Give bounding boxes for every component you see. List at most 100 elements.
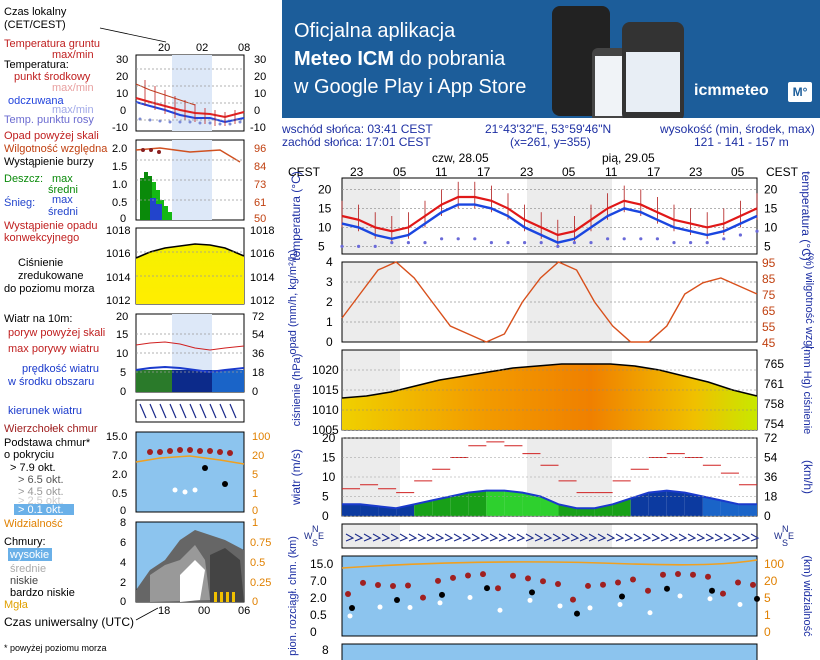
svg-text:N: N	[782, 524, 789, 534]
legend-temp-title: Temperatura:	[4, 59, 69, 71]
legend-temp-felt: odczuwana	[8, 95, 65, 107]
pres-tick-1018: 1018	[106, 225, 130, 237]
vis-tick-0: 0	[252, 505, 258, 517]
wind-speed-band	[630, 492, 649, 516]
legend-panel: Czas lokalny (CET/CEST) 20 02 08 30 20 1…	[4, 6, 274, 653]
cloud-top-point	[705, 573, 711, 580]
pressure-ytick-0: 1020	[312, 363, 339, 377]
wind-arrow	[507, 533, 517, 542]
cloud-top-point	[345, 591, 351, 597]
cloud-low-point	[557, 603, 563, 609]
svg-text:E: E	[318, 531, 324, 541]
cl-tick-0: 0	[120, 596, 126, 608]
cloud-ytick-2: 2.0	[310, 591, 327, 605]
cl-tick-r0: 0	[252, 596, 258, 608]
pressure-ytick-3: 1005	[312, 423, 339, 437]
cloud-top-point	[675, 571, 681, 578]
humidity-ytick-2: 75	[762, 288, 776, 302]
temp-axis-label-right: temperatura (°C)	[799, 171, 813, 261]
cloud-base-point	[754, 595, 760, 602]
legend-pressure-2: zredukowane	[18, 270, 83, 282]
temp-ytick-0: 20	[318, 182, 332, 196]
local-tick-08: 08	[238, 42, 250, 54]
dew-point	[672, 241, 676, 245]
sunset-text: zachód słońca: 17:01 CEST	[282, 135, 431, 149]
elevation-label: wysokość (min, środek, max)	[660, 122, 815, 136]
app-banner[interactable]: Oficjalna aplikacja Meteo ICM do pobrani…	[282, 0, 820, 118]
wind-arrow	[489, 533, 499, 542]
wind-direction-arrows	[345, 533, 760, 542]
wind-ytick-3: 5	[322, 490, 329, 504]
dew-point	[755, 229, 759, 233]
pres-tick-1016: 1016	[106, 248, 130, 260]
cl-tick-r075: 0.75	[250, 537, 271, 549]
dew-point	[473, 237, 477, 241]
pressure-line	[341, 363, 758, 399]
dew-point	[489, 241, 493, 245]
temp-ytick-r-2: 10	[764, 220, 778, 234]
wind-arrow	[417, 533, 427, 542]
legend-clouds: Chmury:	[4, 536, 46, 548]
wind-arrow	[678, 533, 688, 542]
precip-tick-0: 0	[120, 213, 126, 225]
cloud-top-point	[360, 579, 366, 586]
temp-tick-10: 10	[116, 88, 128, 100]
vis-ytick-0: 100	[764, 557, 784, 571]
dew-point	[390, 241, 394, 245]
legend-wind-speed-1: prędkość wiatru	[22, 363, 99, 375]
temp-ytick-1: 15	[318, 201, 332, 215]
legend-okt-01: > 0.1 okt.	[18, 504, 64, 516]
wind-arrow	[579, 533, 589, 542]
wind-speed-band	[522, 492, 541, 516]
precip-axis-label: opad (mm/h, kg/m²/h)	[287, 249, 299, 354]
wind-series	[342, 441, 757, 516]
legend-fog: Mgła	[4, 599, 29, 611]
wind-speed-band	[396, 504, 415, 516]
svg-text:N: N	[312, 524, 319, 534]
cloud-tick-2: 2.0	[112, 469, 127, 481]
wind-speed-band	[684, 492, 703, 516]
legend-okt-45: > 4.5 okt.	[18, 486, 64, 498]
wind-arrow	[570, 533, 580, 542]
day-label-2: pią, 29.05	[602, 151, 655, 165]
wind-arrow	[750, 533, 760, 542]
pres-tick-r1016: 1016	[250, 248, 274, 260]
pressure-ytick-1: 1015	[312, 383, 339, 397]
temp-tick-m10: -10	[112, 122, 128, 134]
utc-tick-06: 06	[238, 605, 250, 617]
wind-speed-band	[738, 504, 757, 516]
wind-arrow	[462, 533, 472, 542]
dew-point	[406, 241, 410, 245]
wind-arrow	[435, 533, 445, 542]
wind-arrow	[453, 533, 463, 542]
temperature-series	[340, 181, 759, 248]
pressure-axis-label: ciśnienie (hPa)	[291, 354, 303, 427]
temp-ytick-r-1: 15	[764, 201, 778, 215]
cloud-top-point	[480, 571, 486, 578]
dew-point	[689, 241, 693, 245]
dew-point	[523, 241, 527, 245]
banner-line-1: Oficjalna aplikacja	[294, 20, 456, 42]
wind-arrow	[669, 533, 679, 542]
wind-arrow	[732, 533, 742, 542]
legend-temp-mid: punkt środkowy	[14, 71, 91, 83]
temp-tick-r0: 0	[254, 105, 260, 117]
utc-tick-18: 18	[158, 605, 170, 617]
wind-arrow	[561, 533, 571, 542]
wind-arrow	[588, 533, 598, 542]
pres-tick-1014: 1014	[106, 272, 130, 284]
wind-arrow	[390, 533, 400, 542]
cloud-axis-label: pion. rozciągł. chm. (km)	[287, 536, 299, 656]
wind-arrow	[651, 533, 661, 542]
hum-tick-84: 84	[254, 161, 266, 173]
compass-icon-right: NW ES	[774, 524, 794, 548]
vis-ytick-4: 0	[764, 625, 771, 639]
wind-arrow	[741, 533, 751, 542]
svg-text:W: W	[304, 531, 313, 541]
cloud-base-point	[709, 587, 715, 594]
wind-speed-band	[432, 496, 451, 516]
humidity-ytick-0: 95	[762, 256, 776, 270]
hum-tick-61: 61	[254, 197, 266, 209]
wind-ytick-1: 15	[322, 451, 336, 465]
pressure-series	[341, 363, 758, 430]
